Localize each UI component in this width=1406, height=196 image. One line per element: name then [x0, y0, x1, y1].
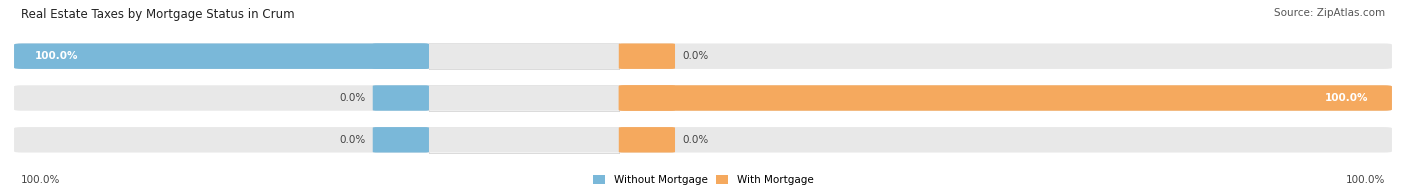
Text: $800 to $1,499: $800 to $1,499	[494, 92, 554, 104]
Text: Real Estate Taxes by Mortgage Status in Crum: Real Estate Taxes by Mortgage Status in …	[21, 8, 295, 21]
Text: 0.0%: 0.0%	[682, 51, 709, 61]
Text: Source: ZipAtlas.com: Source: ZipAtlas.com	[1274, 8, 1385, 18]
Text: 100.0%: 100.0%	[1326, 93, 1369, 103]
Legend: Without Mortgage, With Mortgage: Without Mortgage, With Mortgage	[593, 175, 813, 185]
Text: $800 to $1,499: $800 to $1,499	[494, 133, 554, 146]
Text: 100.0%: 100.0%	[21, 175, 60, 185]
Text: 0.0%: 0.0%	[339, 93, 366, 103]
Text: 100.0%: 100.0%	[1346, 175, 1385, 185]
Text: 0.0%: 0.0%	[339, 135, 366, 145]
Text: 100.0%: 100.0%	[35, 51, 79, 61]
Text: Less than $800: Less than $800	[484, 51, 564, 61]
Text: 0.0%: 0.0%	[682, 135, 709, 145]
